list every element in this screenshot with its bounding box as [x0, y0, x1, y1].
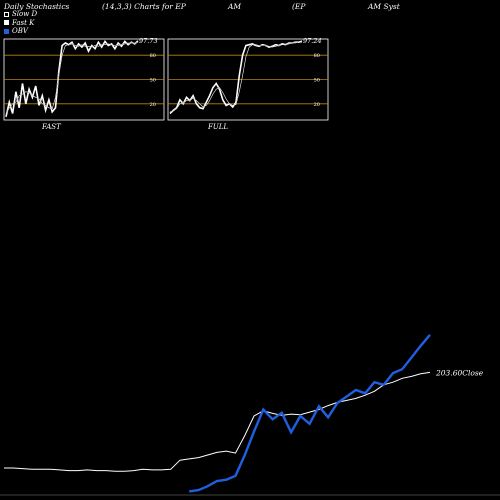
legend-item-obv: OBV	[4, 27, 37, 36]
chart-ticker: (EP	[292, 2, 306, 11]
full-panel-label: FULL	[207, 123, 228, 131]
fast-panel-label: FAST	[41, 123, 62, 131]
obv-line	[189, 334, 431, 493]
fast-series-slow-d-outline	[5, 41, 139, 114]
fast-level-label-80: 80	[150, 53, 156, 59]
fast-value-label: 97.73	[139, 37, 158, 45]
fast-level-label-50: 50	[150, 78, 156, 84]
full-level-label-50: 50	[314, 78, 320, 84]
legend-swatch-fast-k	[4, 20, 9, 26]
legend-item-fast-k: Fast K	[4, 19, 37, 28]
chart-title-mid: AM	[228, 2, 242, 11]
close-value-label: 203.60Close	[435, 368, 484, 377]
fast-level-label-20: 20	[150, 102, 156, 108]
chart-title: Daily Stochastics	[4, 2, 70, 11]
price-close-line	[4, 371, 431, 472]
legend-label-obv: OBV	[12, 27, 28, 36]
legend-swatch-slow-d	[4, 11, 9, 17]
legend-item-slow-d: Slow D	[4, 10, 37, 19]
legend-label-fast-k: Fast K	[12, 18, 35, 27]
full-level-label-20: 20	[314, 102, 320, 108]
fast-series-fast-k	[5, 39, 139, 117]
full-value-label: 97.24	[303, 37, 322, 45]
legend-swatch-obv	[4, 28, 9, 34]
legend: Slow D Fast K OBV	[4, 10, 37, 36]
chart-company: AM Syst	[368, 2, 400, 11]
full-series-full-d-outline	[169, 41, 302, 113]
chart-params: (14,3,3) Charts for EP	[102, 2, 186, 11]
full-level-label-80: 80	[314, 53, 320, 59]
legend-label-slow-d: Slow D	[12, 10, 38, 18]
